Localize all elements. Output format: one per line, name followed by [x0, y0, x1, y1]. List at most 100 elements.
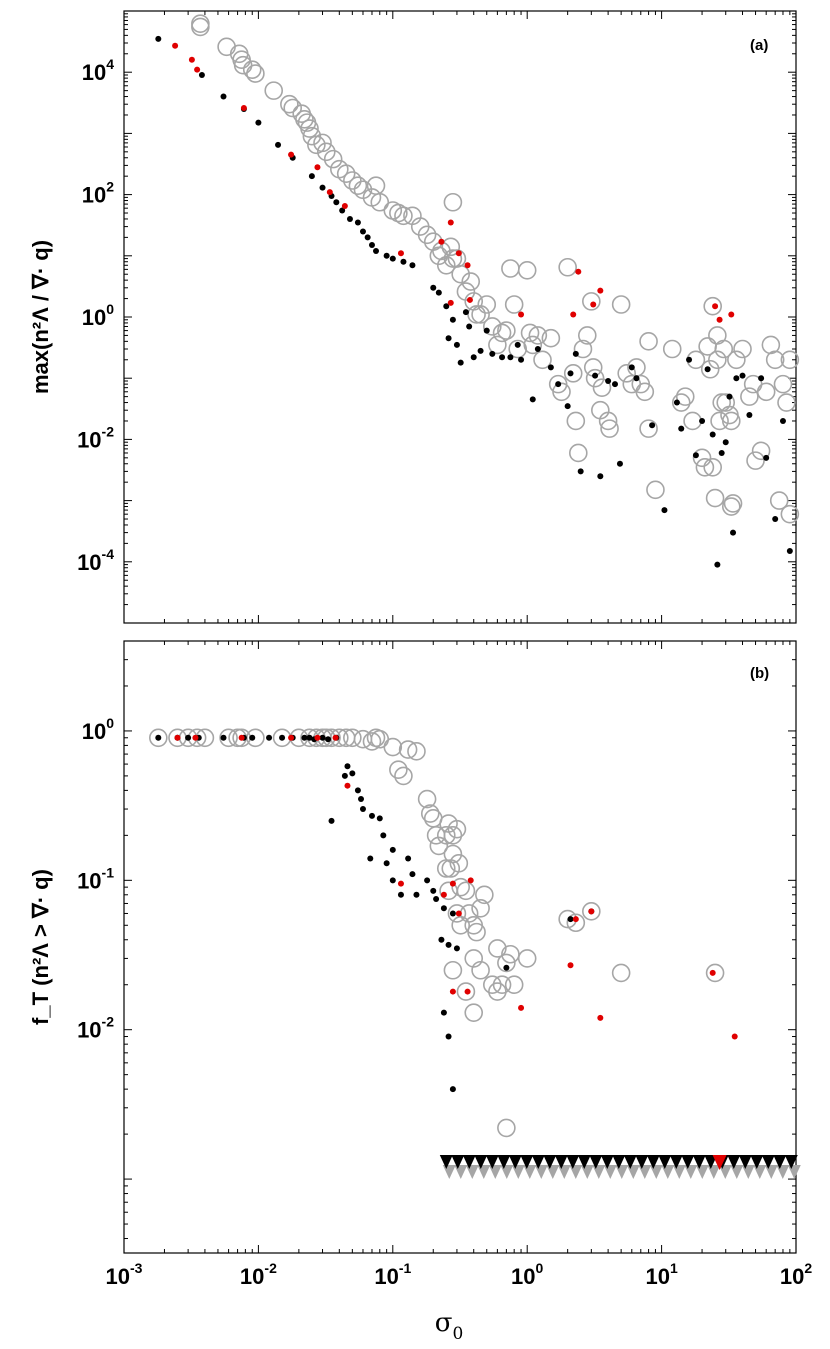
panel-a-black-dot-point — [534, 346, 541, 353]
y-tick-exp: 2 — [106, 179, 114, 195]
panel-b-black-dot-point — [445, 1033, 452, 1040]
panel-b-open-circle-point — [343, 728, 362, 748]
panel-a-open-circle-point — [295, 109, 314, 129]
panel-a-black-dot-point — [364, 234, 371, 241]
panel-b-black-dot-point — [389, 877, 396, 884]
panel-b-floor-triangle-gray — [488, 1165, 502, 1180]
panel-a-black-dot-point — [389, 255, 396, 262]
panel-a-black-dot-point — [430, 284, 437, 291]
panel-b-black-dot-point — [358, 796, 365, 803]
panel-b-black-dot-point — [449, 910, 456, 917]
panel-b-open-circle-point — [219, 728, 238, 748]
panel-b-red-dot-point — [567, 962, 574, 969]
panel-b-red-dot-point — [314, 734, 321, 741]
panel-b-floor-triangle-gray — [626, 1165, 640, 1180]
panel-b-red-dot-point — [449, 880, 456, 887]
panel-b-floor-triangle-gray — [500, 1165, 514, 1180]
panel-a-black-dot-point — [592, 372, 599, 379]
panel-a-red-dot-point — [240, 105, 247, 112]
panel-b-floor-triangle-gray — [592, 1165, 606, 1180]
panel-b-floor-triangle-black — [704, 1155, 718, 1170]
panel-b-open-circle-point — [149, 728, 168, 748]
panel-b-ylabel-group: f_T (n²Λ > ∇· q) — [28, 869, 53, 1025]
panel-a-black-dot-point — [730, 529, 737, 536]
panel-b-black-dot-point — [389, 846, 396, 853]
panel-a-open-circle-point — [585, 368, 605, 388]
panel-b-red-dot-point — [332, 734, 339, 741]
panel-a-red-dot-point — [172, 42, 179, 49]
panel-b-red-dot-point — [518, 1004, 525, 1011]
panel-a-open-circle-point — [492, 323, 512, 343]
panel-a-open-circle-point — [751, 441, 771, 461]
panel-a-black-dot-point — [678, 425, 685, 432]
panel-a-open-circle-point — [343, 171, 362, 190]
panel-a-open-circle-point — [700, 359, 720, 379]
panel-b-floor-triangle-black — [681, 1155, 695, 1170]
panel-b-black-dot-point — [449, 1086, 456, 1093]
panel-a-open-circle-point — [370, 192, 390, 212]
panel-a-black-dot-point — [470, 354, 477, 361]
panel-b-floor-triangle-black — [554, 1155, 568, 1170]
panel-b-open-circle-point — [705, 963, 725, 983]
panel-b-floor-triangle-black — [692, 1155, 706, 1170]
panel-b-red-dot-point — [440, 891, 447, 898]
panel-a-open-circle-point — [429, 246, 449, 266]
panel-a-open-circle-point — [488, 335, 507, 355]
panel-b-open-circle-point — [471, 898, 490, 918]
panel-b-floor-triangle-black — [566, 1155, 580, 1170]
panel-a-black-dot-point — [649, 422, 656, 429]
panel-a-black-dot-point — [518, 356, 525, 363]
panel-a-open-circle-point — [721, 497, 741, 516]
x-tick-exp: 1 — [670, 1260, 678, 1276]
panel-a-open-circle-point — [646, 480, 665, 500]
panel-b-open-circle-point — [517, 949, 537, 968]
panel-a-black-dot-point — [435, 289, 442, 296]
panel-b-floor-triangle-black — [462, 1155, 476, 1170]
panel-b-red-dot-point — [467, 877, 474, 884]
panel-b-black-dot-point — [354, 787, 361, 794]
panel-b-black-dot-point — [438, 936, 445, 943]
y-tick-exp: -1 — [102, 864, 115, 880]
panel-a-black-dot-point — [699, 417, 706, 424]
panel-b-floor-triangle-gray — [603, 1165, 617, 1180]
panel-b-red-dot-point — [572, 916, 579, 923]
panel-b-black-dot-point — [301, 734, 308, 741]
panel-b-floor-triangle-black — [784, 1155, 798, 1170]
panel-b-open-circle-point — [467, 922, 486, 942]
panel-a-black-dot-point — [499, 354, 506, 361]
panel-a-red-dot-point — [288, 151, 295, 158]
panel-b-black-dot-point — [249, 734, 256, 741]
panel-a-open-circle-point — [389, 203, 408, 223]
panel-a-open-circle-point — [592, 378, 612, 397]
panel-b-black-dot-point — [279, 734, 286, 741]
panel-b-open-circle-point — [398, 740, 418, 759]
panel-a-open-circle-point — [780, 504, 800, 524]
panel-a-open-circle-point — [497, 321, 516, 340]
panel-a-open-circle-point — [727, 350, 746, 370]
panel-b-black-dot-point — [306, 734, 313, 741]
panel-b-open-circle-point — [451, 877, 470, 897]
panel-a-black-dot-point — [567, 370, 574, 377]
panel-a-open-circle-point — [517, 260, 537, 280]
panel-a-open-circle-point — [611, 295, 631, 314]
panel-a-black-dot-point — [611, 381, 618, 388]
panel-a-black-dot-point — [758, 375, 765, 382]
panel-a-red-dot-point — [341, 203, 348, 210]
panel-b-floor-triangle-gray — [580, 1165, 594, 1180]
panel-a-red-dot-point — [326, 189, 333, 196]
panel-a-open-circle-point — [639, 332, 658, 351]
panel-a-open-circle-point — [703, 296, 723, 316]
panel-b-open-circle-point — [246, 728, 265, 748]
panel-a-red-dot-point — [447, 299, 454, 306]
panel-b-black-dot-point — [359, 806, 366, 813]
panel-b-black-dot-point — [433, 895, 440, 902]
panel-b-open-circle-point — [475, 885, 494, 905]
panel-b-black-dot-point — [266, 734, 273, 741]
panel-a-open-circle-point — [683, 411, 702, 431]
panel-b-floor-triangle-black — [646, 1155, 660, 1170]
panel-a-red-dot-point — [712, 303, 719, 310]
panel-b-black-dot-point — [440, 905, 447, 912]
panel-a-open-circle-point — [675, 387, 695, 406]
